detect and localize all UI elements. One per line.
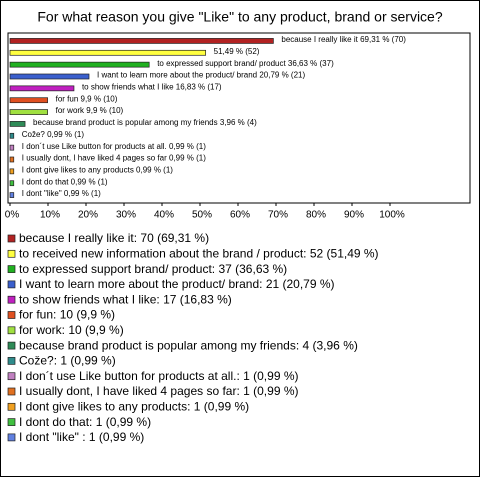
legend-label: for fun: 10 (9,9 %) <box>19 308 115 322</box>
x-tick-label: 30% <box>116 210 136 221</box>
legend-swatch <box>7 402 16 411</box>
x-tick-label: 50% <box>192 210 212 221</box>
legend-swatch <box>7 295 16 304</box>
legend-label: Cože?: 1 (0,99 %) <box>19 354 116 368</box>
legend-swatch <box>7 357 16 365</box>
x-tick-label: 70% <box>268 210 288 221</box>
bar <box>9 156 15 163</box>
legend-label: I usually dont, I have liked 4 pages so … <box>19 384 299 398</box>
value-label: I don´t use Like button for products at … <box>22 142 206 151</box>
x-tick-label: 80% <box>306 210 326 221</box>
value-label: I want to learn more about the product/ … <box>97 71 305 80</box>
legend-label: I dont do that: 1 (0,99 %) <box>19 415 151 429</box>
value-label: because I really like it 69,31 % (70) <box>281 35 406 44</box>
legend-swatch <box>7 280 16 289</box>
legend-label: because I really like it: 70 (69,31 %) <box>19 231 209 245</box>
x-tick-label: 100% <box>379 210 405 221</box>
bar <box>9 109 48 115</box>
legend-label: I dont "like" : 1 (0,99 %) <box>19 430 144 444</box>
bar <box>9 121 26 127</box>
bar <box>9 85 75 92</box>
legend-swatch <box>7 311 16 319</box>
value-label: I dont give likes to any products 0,99 %… <box>22 165 174 174</box>
x-tick-label: 10% <box>40 210 60 221</box>
value-label: to expressed support brand/ product 36,6… <box>157 59 334 68</box>
x-tick-label: 20% <box>78 210 98 221</box>
bar <box>9 144 15 151</box>
value-label: I dont "like" 0,99 % (1) <box>22 189 101 198</box>
legend-label: I want to learn more about the product/ … <box>19 277 335 291</box>
legend-label: I don´t use Like button for products at … <box>19 369 299 383</box>
legend-label: for work: 10 (9,9 %) <box>19 323 124 337</box>
legend-swatch <box>7 341 16 350</box>
bar <box>9 49 207 56</box>
value-label: I usually dont, I have liked 4 pages so … <box>22 154 206 163</box>
value-label: Cože? 0,99 % (1) <box>22 130 85 139</box>
bar <box>9 38 274 44</box>
bar <box>9 192 15 198</box>
bar <box>9 61 150 68</box>
x-tick-label: 40% <box>154 210 174 221</box>
legend-swatch <box>7 433 16 442</box>
bar <box>9 97 48 104</box>
legend-swatch <box>7 249 16 258</box>
chart-title: For what reason you give "Like" to any p… <box>37 9 442 25</box>
legend-swatch <box>7 418 16 426</box>
legend-label: to expressed support brand/ product: 37 … <box>19 262 287 276</box>
value-label: to show friends what I like 16,83 % (17) <box>82 82 222 91</box>
bar <box>9 180 15 187</box>
value-label: 51,49 % (52) <box>214 47 260 56</box>
legend-swatch <box>7 326 16 335</box>
legend-swatch <box>7 387 16 396</box>
value-label: for work 9,9 % (10) <box>56 106 124 115</box>
legend-swatch <box>7 234 16 243</box>
value-label: I dont do that 0,99 % (1) <box>22 177 108 186</box>
legend-label: to received new information about the br… <box>19 246 379 260</box>
bar <box>9 73 90 80</box>
x-tick-label: 90% <box>344 210 364 221</box>
legend-label: to show friends what I like: 17 (16,83 %… <box>19 292 232 306</box>
bar <box>9 168 15 175</box>
value-label: for fun 9,9 % (10) <box>56 94 118 103</box>
plot-frame <box>7 32 471 204</box>
legend-label: I dont give likes to any products: 1 (0,… <box>19 399 249 413</box>
legend-swatch <box>7 265 16 273</box>
legend-label: because brand product is popular among m… <box>19 338 358 352</box>
x-tick-label: 60% <box>230 210 250 221</box>
legend-swatch <box>7 372 16 381</box>
x-tick-label: 0% <box>5 210 20 221</box>
value-label: because brand product is popular among m… <box>33 118 257 127</box>
bar <box>9 132 15 139</box>
